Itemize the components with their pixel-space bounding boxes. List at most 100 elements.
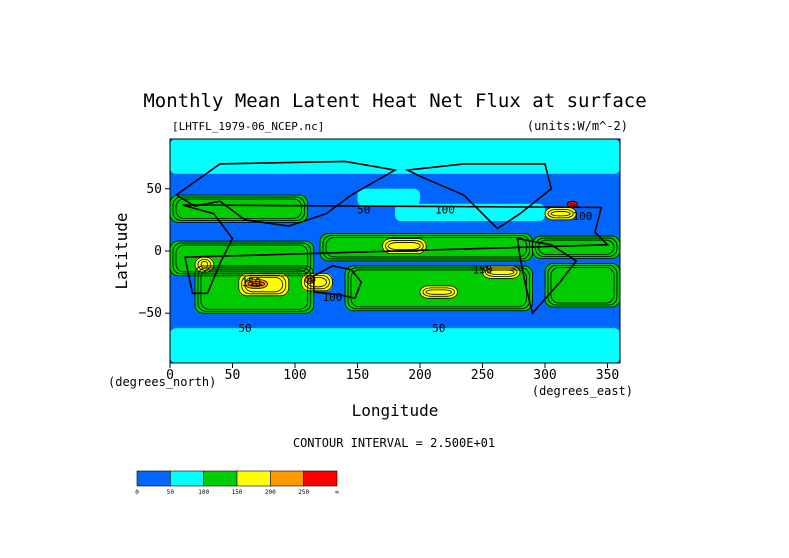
contour-line-2-15 [425, 289, 452, 295]
legend-label-3: 150 [232, 489, 243, 496]
legend-label-0: 0 [135, 489, 139, 496]
contour-line-0-15 [419, 285, 458, 299]
field-region-20 [567, 201, 578, 208]
contour-line-1-7 [535, 237, 618, 257]
field-region-0 [170, 139, 620, 174]
x-axis: 0 50 100 150 200 250 300 350 [166, 363, 619, 383]
field-region-1 [170, 328, 620, 363]
color-legend: 0 50 100 150 200 250 ∞ [135, 470, 339, 496]
x-tick-label-0: 0 [166, 368, 174, 383]
legend-swatch-4 [270, 470, 304, 487]
coastline-0 [174, 160, 398, 227]
field-region-2 [170, 195, 308, 223]
contour-line-2-2 [175, 198, 302, 219]
x-axis-label: Longitude [352, 401, 439, 420]
contour-line-2-6 [325, 237, 527, 258]
legend-swatch-2 [203, 470, 238, 487]
contour-line-2-11 [244, 276, 284, 293]
legend-label-1: 50 [167, 489, 175, 496]
contour-label-5: 100 [323, 291, 343, 304]
contour-label-4: 150 [241, 276, 261, 289]
contour-label-0: 50 [357, 204, 370, 217]
contour-line-2-17 [550, 211, 571, 217]
field-region-3 [357, 188, 420, 207]
coastline-1 [182, 204, 610, 295]
contour-line-2-14 [488, 269, 515, 275]
contour-line-1-14 [485, 267, 518, 277]
units-label: (units:W/m^-2) [527, 119, 628, 133]
y-tick-label-1: 0 [154, 244, 162, 259]
x-tick-label-2: 100 [283, 368, 306, 383]
contour-line-1-11 [241, 274, 287, 295]
contour-line-2-16 [200, 260, 209, 269]
x-tick-label-3: 150 [346, 368, 369, 383]
file-label: [LHTFL_1979-06_NCEP.nc] [172, 120, 324, 133]
field-region-15 [420, 285, 458, 299]
contour-line-2-8 [200, 269, 309, 310]
contour-line-1-6 [322, 235, 530, 260]
legend-swatch-3 [236, 470, 271, 487]
contour-line-0-12 [300, 272, 333, 292]
contour-label-2: 100 [573, 210, 593, 223]
y-axis-label: Latitude [112, 212, 131, 289]
y-unit-label: (degrees_north) [108, 375, 216, 389]
contour-line-1-17 [547, 209, 574, 219]
contour-line-1-9 [347, 267, 530, 310]
contour-line-0-20 [567, 200, 578, 208]
contour-line-2-19 [310, 279, 314, 283]
y-axis: 50 0 −50 [139, 182, 170, 321]
contour-line-0-11 [238, 272, 290, 297]
x-tick-label-6: 300 [533, 368, 556, 383]
heatmap-field: 50 100 100 150 150 100 50 50 [170, 139, 620, 363]
contour-label-1: 100 [435, 204, 455, 217]
field-region-7 [532, 236, 620, 259]
contour-line-0-17 [544, 207, 577, 221]
contour-line-1-16 [197, 258, 212, 271]
legend-swatch-0 [136, 470, 171, 487]
y-tick-label-2: −50 [139, 306, 162, 321]
coastline-2 [404, 163, 553, 230]
x-unit-label: (degrees_east) [532, 384, 633, 398]
contour-line-0-8 [194, 265, 315, 314]
contour-line-2-10 [550, 267, 615, 304]
legend-label-2: 100 [198, 489, 209, 496]
coastline-4 [313, 265, 363, 300]
legend-label-4: 200 [265, 489, 276, 496]
contour-line-1-13 [385, 240, 424, 252]
contour-line-2-5 [175, 244, 309, 273]
contour-line-1-2 [172, 196, 305, 221]
x-tick-label-7: 350 [596, 368, 619, 383]
contour-line-1-12 [303, 274, 330, 290]
field-region-17 [545, 207, 577, 220]
contour-line-1-15 [422, 287, 455, 297]
coastline-3 [516, 237, 578, 315]
contour-line-0-5 [170, 240, 315, 277]
field-region-4 [395, 203, 545, 222]
contour-line-1-18 [247, 281, 265, 287]
y-tick-label-0: 50 [146, 182, 162, 197]
contour-line-0-14 [482, 265, 521, 279]
contour-line-2-7 [538, 239, 615, 255]
contour-line-0-9 [344, 265, 533, 312]
contour-line-2-13 [388, 242, 421, 250]
contour-line-2-18 [250, 283, 262, 287]
field-region-14 [482, 265, 520, 279]
contour-line-0-7 [532, 235, 620, 259]
legend-label-5: 250 [298, 489, 309, 496]
legend-swatch-5 [303, 470, 338, 487]
contour-interval-label: CONTOUR INTERVAL = 2.500E+01 [293, 436, 495, 450]
contour-line-1-8 [197, 267, 312, 312]
x-tick-label-1: 50 [225, 368, 241, 383]
contour-label-3: 150 [473, 263, 493, 276]
contour-line-0-13 [382, 238, 427, 254]
contour-line-1-5 [172, 242, 312, 275]
legend-end-label: ∞ [335, 489, 339, 496]
x-tick-label-4: 200 [408, 368, 431, 383]
legend-swatch-1 [170, 470, 204, 487]
contour-line-0-2 [170, 194, 308, 223]
contour-label-6: 50 [238, 322, 251, 335]
contour-line-2-20 [573, 204, 576, 208]
field-region-10 [545, 263, 620, 307]
contour-line-0-10 [544, 263, 620, 308]
